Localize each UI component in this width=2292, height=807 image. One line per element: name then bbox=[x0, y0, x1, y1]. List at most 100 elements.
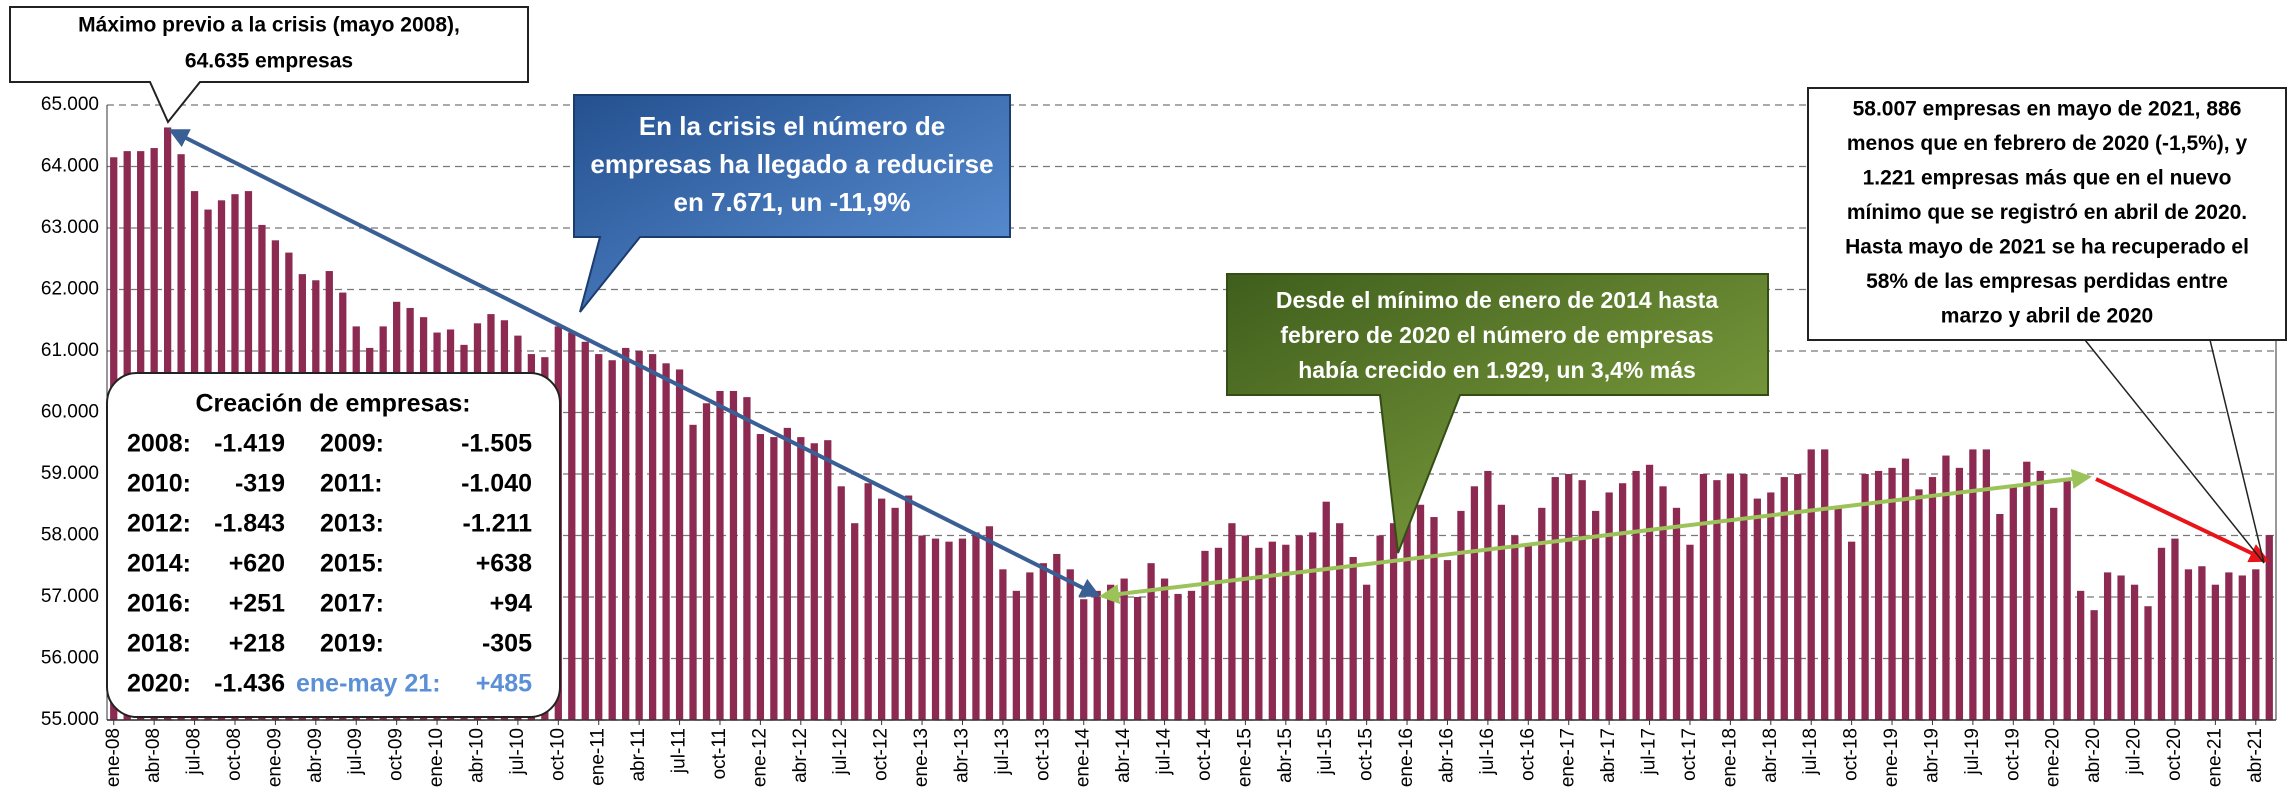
bar bbox=[1187, 590, 1196, 720]
x-tick-label: ene-14 bbox=[1073, 728, 1094, 788]
bar bbox=[878, 498, 886, 720]
summary-value: -1.211 bbox=[462, 510, 532, 538]
summary-label: ene-may 21: bbox=[296, 670, 441, 698]
bar bbox=[1470, 486, 1479, 720]
x-tick-label: ene-20 bbox=[2043, 728, 2064, 787]
x-tick-label: abr-20 bbox=[2083, 728, 2104, 783]
bar bbox=[931, 538, 940, 720]
bar bbox=[1012, 590, 1021, 720]
bar bbox=[824, 440, 832, 720]
bar bbox=[1309, 532, 1317, 720]
bar bbox=[1080, 599, 1088, 720]
summary-value: +620 bbox=[229, 550, 285, 578]
bar bbox=[945, 541, 953, 720]
y-tick-label: 65.000 bbox=[41, 94, 99, 115]
callout-box bbox=[573, 94, 1011, 313]
bar bbox=[675, 369, 684, 720]
bar bbox=[622, 347, 630, 720]
bar bbox=[2009, 486, 2017, 720]
bar bbox=[2036, 470, 2044, 720]
x-tick-label: oct-11 bbox=[709, 728, 730, 779]
bar bbox=[2117, 575, 2125, 720]
bar bbox=[837, 486, 845, 720]
x-tick-label: jul-12 bbox=[830, 728, 851, 775]
arrow bbox=[168, 129, 1101, 597]
summary-value: -1.436 bbox=[214, 670, 285, 698]
bar bbox=[2198, 566, 2206, 720]
bar bbox=[595, 354, 603, 720]
bar bbox=[1497, 504, 1505, 720]
x-tick-label: ene-13 bbox=[911, 728, 932, 787]
bar bbox=[1389, 523, 1398, 720]
summary-value: -1.505 bbox=[461, 430, 532, 458]
bar bbox=[999, 569, 1007, 720]
bar bbox=[2265, 535, 2273, 720]
x-tick-label: abr-16 bbox=[1436, 728, 1457, 783]
y-tick-label: 61.000 bbox=[41, 340, 99, 361]
summary-label: 2009: bbox=[320, 430, 384, 458]
bar bbox=[2103, 572, 2112, 720]
bar bbox=[1767, 492, 1775, 720]
y-tick-label: 59.000 bbox=[41, 463, 99, 484]
x-tick-label: jul-11 bbox=[669, 728, 690, 774]
bar bbox=[1241, 535, 1250, 720]
annotation-text: Hasta mayo de 2021 se ha recuperado el bbox=[1845, 236, 2249, 259]
bar bbox=[1740, 474, 1748, 720]
x-tick-label: jul-16 bbox=[1477, 728, 1498, 775]
x-tick-label: oct-13 bbox=[1032, 728, 1053, 781]
bar bbox=[2157, 547, 2166, 720]
callout-pointer bbox=[2209, 339, 2265, 564]
x-tick-label: jul-17 bbox=[1639, 728, 1660, 775]
bar bbox=[918, 535, 926, 720]
annotation-text: febrero de 2020 el número de empresas bbox=[1280, 322, 1713, 348]
bar bbox=[1874, 470, 1883, 720]
x-tick-label: ene-17 bbox=[1558, 728, 1579, 787]
x-tick-label: jul-08 bbox=[184, 728, 205, 775]
bar bbox=[2171, 538, 2179, 720]
bar bbox=[1416, 504, 1425, 720]
x-tick-label: ene-12 bbox=[749, 728, 770, 787]
x-tick-label: oct-15 bbox=[1356, 728, 1377, 781]
bar bbox=[581, 341, 589, 720]
summary-label: 2012: bbox=[127, 510, 191, 538]
bar bbox=[1686, 544, 1694, 720]
bar bbox=[891, 507, 899, 720]
arrow bbox=[1099, 468, 2092, 605]
summary-label: 2008: bbox=[127, 430, 191, 458]
bar bbox=[2050, 507, 2058, 720]
annotations: Máximo previo a la crisis (mayo 2008), 64… bbox=[9, 6, 2287, 718]
bar bbox=[729, 390, 738, 720]
x-tick-label: abr-19 bbox=[1921, 728, 1942, 783]
x-tick-label: ene-16 bbox=[1396, 728, 1417, 787]
bar bbox=[1821, 449, 1829, 720]
bar bbox=[985, 526, 994, 720]
annotation-text: había crecido en 1.929, un 3,4% más bbox=[1298, 357, 1696, 383]
y-tick-label: 63.000 bbox=[41, 217, 99, 238]
bar bbox=[1699, 474, 1708, 720]
bar bbox=[1834, 507, 1842, 720]
annotation-text: mínimo que se registró en abril de 2020. bbox=[1847, 201, 2247, 224]
annotation-text: Máximo previo a la crisis (mayo 2008), bbox=[78, 14, 460, 37]
bar bbox=[1659, 486, 1667, 720]
bar bbox=[1093, 590, 1101, 720]
y-tick-label: 58.000 bbox=[41, 525, 99, 546]
bar bbox=[756, 434, 765, 720]
x-tick-label: oct-17 bbox=[1679, 728, 1700, 781]
summary-value: +485 bbox=[476, 670, 532, 698]
bar bbox=[2144, 606, 2152, 720]
callout-box bbox=[9, 6, 529, 124]
bar bbox=[1645, 464, 1654, 720]
annotation-text: En la crisis el número de bbox=[639, 111, 945, 141]
x-tick-label: abr-11 bbox=[628, 728, 649, 782]
summary-value: -1.419 bbox=[214, 430, 285, 458]
bar bbox=[1174, 593, 1182, 720]
bar bbox=[1484, 470, 1492, 720]
bar bbox=[2063, 480, 2071, 720]
bar bbox=[1201, 550, 1209, 720]
summary-value: +94 bbox=[490, 590, 533, 618]
x-tick-label: jul-15 bbox=[1315, 728, 1336, 775]
x-tick-label: jul-09 bbox=[345, 728, 366, 775]
y-tick-label: 62.000 bbox=[41, 279, 99, 300]
summary-label: 2010: bbox=[127, 470, 191, 498]
